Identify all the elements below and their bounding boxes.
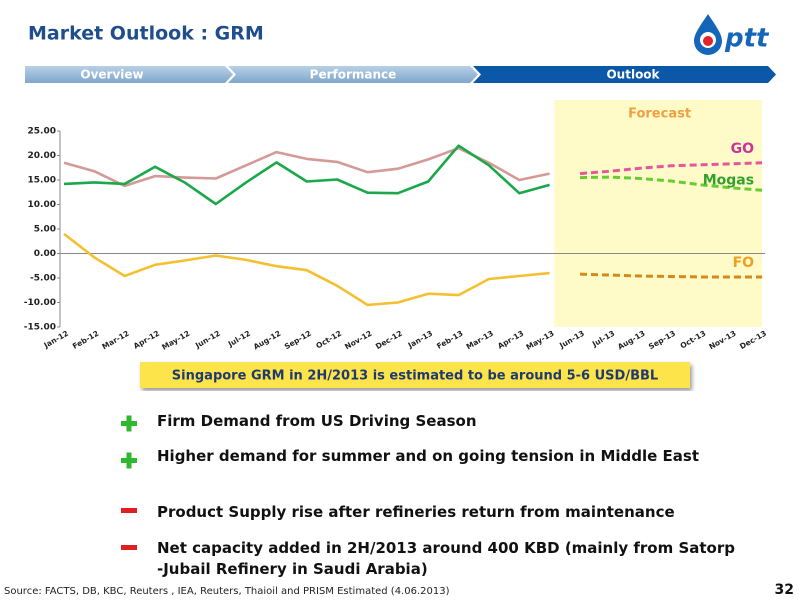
bullet-text: Higher demand for summer and on going te… (157, 447, 699, 465)
forecast-area (554, 100, 762, 327)
x-tick-label: Aug-13 (616, 329, 647, 352)
x-tick-label: Feb-13 (435, 329, 464, 351)
forecast-label: Forecast (628, 107, 691, 122)
source: Source: FACTS, DB, KBC, Reuters , IEA, R… (4, 586, 450, 597)
y-tick-label: 20.00 (28, 151, 56, 161)
x-tick-label: Feb-12 (71, 329, 100, 351)
plus-icon (126, 452, 132, 469)
bullet-text: Firm Demand from US Driving Season (157, 412, 477, 430)
x-tick-label: Apr-12 (132, 329, 161, 351)
forecast-line (579, 272, 763, 279)
x-tick-label: Dec-12 (374, 329, 404, 351)
callout-text: Singapore GRM in 2H/2013 is estimated to… (172, 369, 658, 384)
bullet-icons (121, 415, 137, 550)
minus-icon (121, 545, 137, 550)
series-label: Mogas (703, 172, 754, 188)
logo-text: ptt (724, 24, 770, 54)
bullet-text: Net capacity added in 2H/2013 around 400… (157, 539, 735, 578)
series-line (63, 232, 550, 307)
x-tick-label: Oct-12 (314, 329, 343, 351)
forecast-line (579, 161, 763, 176)
y-tick-label: -5.00 (30, 274, 56, 284)
nav-segment (473, 66, 776, 83)
y-tick-label: -10.00 (24, 298, 56, 308)
nav-segment (25, 66, 233, 83)
nav-label: Performance (310, 68, 397, 82)
callout-box (140, 362, 690, 388)
bullet-text: Product Supply rise after refineries ret… (157, 503, 675, 521)
y-tick-label: 10.00 (28, 200, 56, 210)
x-tick-label: Jun-12 (193, 329, 222, 351)
slide-title: Market Outlook : GRM (28, 23, 264, 45)
x-tick-label: Dec-13 (738, 329, 768, 351)
nav-label: Outlook (606, 68, 660, 82)
logo-core (703, 36, 713, 46)
x-tick-label: Mar-13 (465, 329, 495, 352)
forecast-line (579, 175, 763, 192)
x-tick-label: Mar-12 (100, 329, 130, 352)
plus-icon (126, 415, 132, 432)
x-tick-label: Oct-13 (679, 329, 708, 351)
minus-icon (121, 508, 137, 513)
series-line (63, 144, 550, 206)
x-tick-label: Jan-13 (406, 329, 435, 351)
x-tick-label: Jun-13 (557, 329, 586, 351)
series-label: GO (731, 141, 754, 157)
x-tick-label: Aug-12 (252, 329, 283, 352)
y-tick-label: -15.00 (24, 323, 56, 333)
x-tick-label: Sep-12 (283, 329, 313, 352)
nav-label: Overview (80, 68, 143, 82)
page-number: 32 (775, 582, 794, 598)
y-tick-label: 25.00 (28, 127, 56, 137)
y-tick-label: 0.00 (34, 249, 56, 259)
x-tick-label: Jul-13 (590, 329, 616, 349)
series-label: FO (733, 255, 755, 271)
x-tick-label: Jul-12 (226, 329, 252, 349)
y-tick-label: 15.00 (28, 176, 56, 186)
x-tick-label: Nov-13 (707, 329, 737, 352)
x-tick-label: Sep-13 (647, 329, 677, 352)
y-tick-label: 5.00 (34, 225, 56, 235)
x-tick-label: Nov-12 (343, 329, 373, 352)
x-tick-label: May-12 (160, 329, 191, 352)
x-tick-label: Apr-13 (496, 329, 525, 351)
x-tick-label: May-13 (524, 329, 555, 352)
nav-segment (228, 66, 478, 83)
